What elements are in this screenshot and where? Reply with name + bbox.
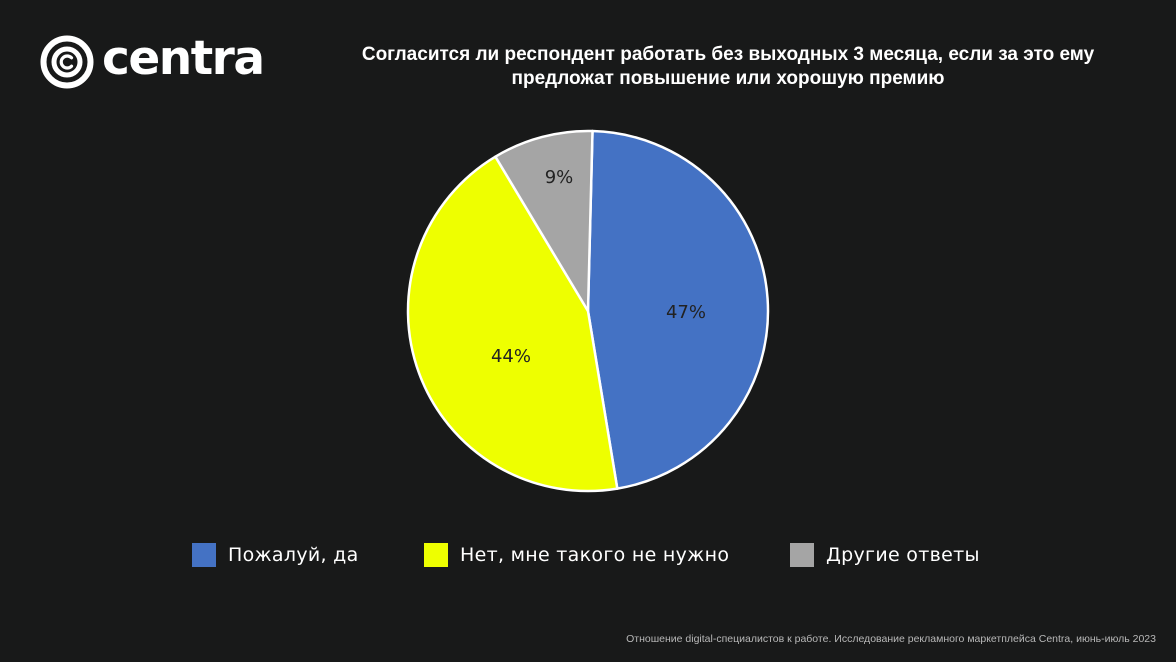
pie-slice-2: [406, 155, 619, 493]
legend-swatch: [790, 543, 814, 567]
legend-label: Нет, мне такого не нужно: [460, 544, 730, 566]
brand-logo: centra: [40, 30, 265, 90]
footer-source: Отношение digital-специалистов к работе.…: [626, 633, 1156, 645]
legend-label: Другие ответы: [826, 544, 980, 566]
pie-data-label-2: 44%: [491, 346, 531, 367]
legend-item-3: Другие ответы: [790, 540, 980, 570]
pie-data-label-3: 9%: [545, 167, 574, 188]
brand-name: centra: [102, 30, 265, 86]
legend-item-2: Нет, мне такого не нужно: [424, 540, 729, 570]
pie-data-label-1: 47%: [666, 302, 706, 323]
legend-swatch: [192, 543, 216, 567]
chart-title: Согласится ли респондент работать без вы…: [361, 44, 1095, 89]
legend-item-1: Пожалуй, да: [192, 540, 359, 570]
pie-slice-3: [494, 129, 594, 313]
legend-label: Пожалуй, да: [228, 544, 359, 566]
pie-slice-1: [586, 129, 770, 490]
copyright-circle-icon: [40, 35, 94, 89]
chart-legend: Пожалуй, да Нет, мне такого не нужно Други…: [0, 540, 1176, 570]
legend-swatch: [424, 543, 448, 567]
